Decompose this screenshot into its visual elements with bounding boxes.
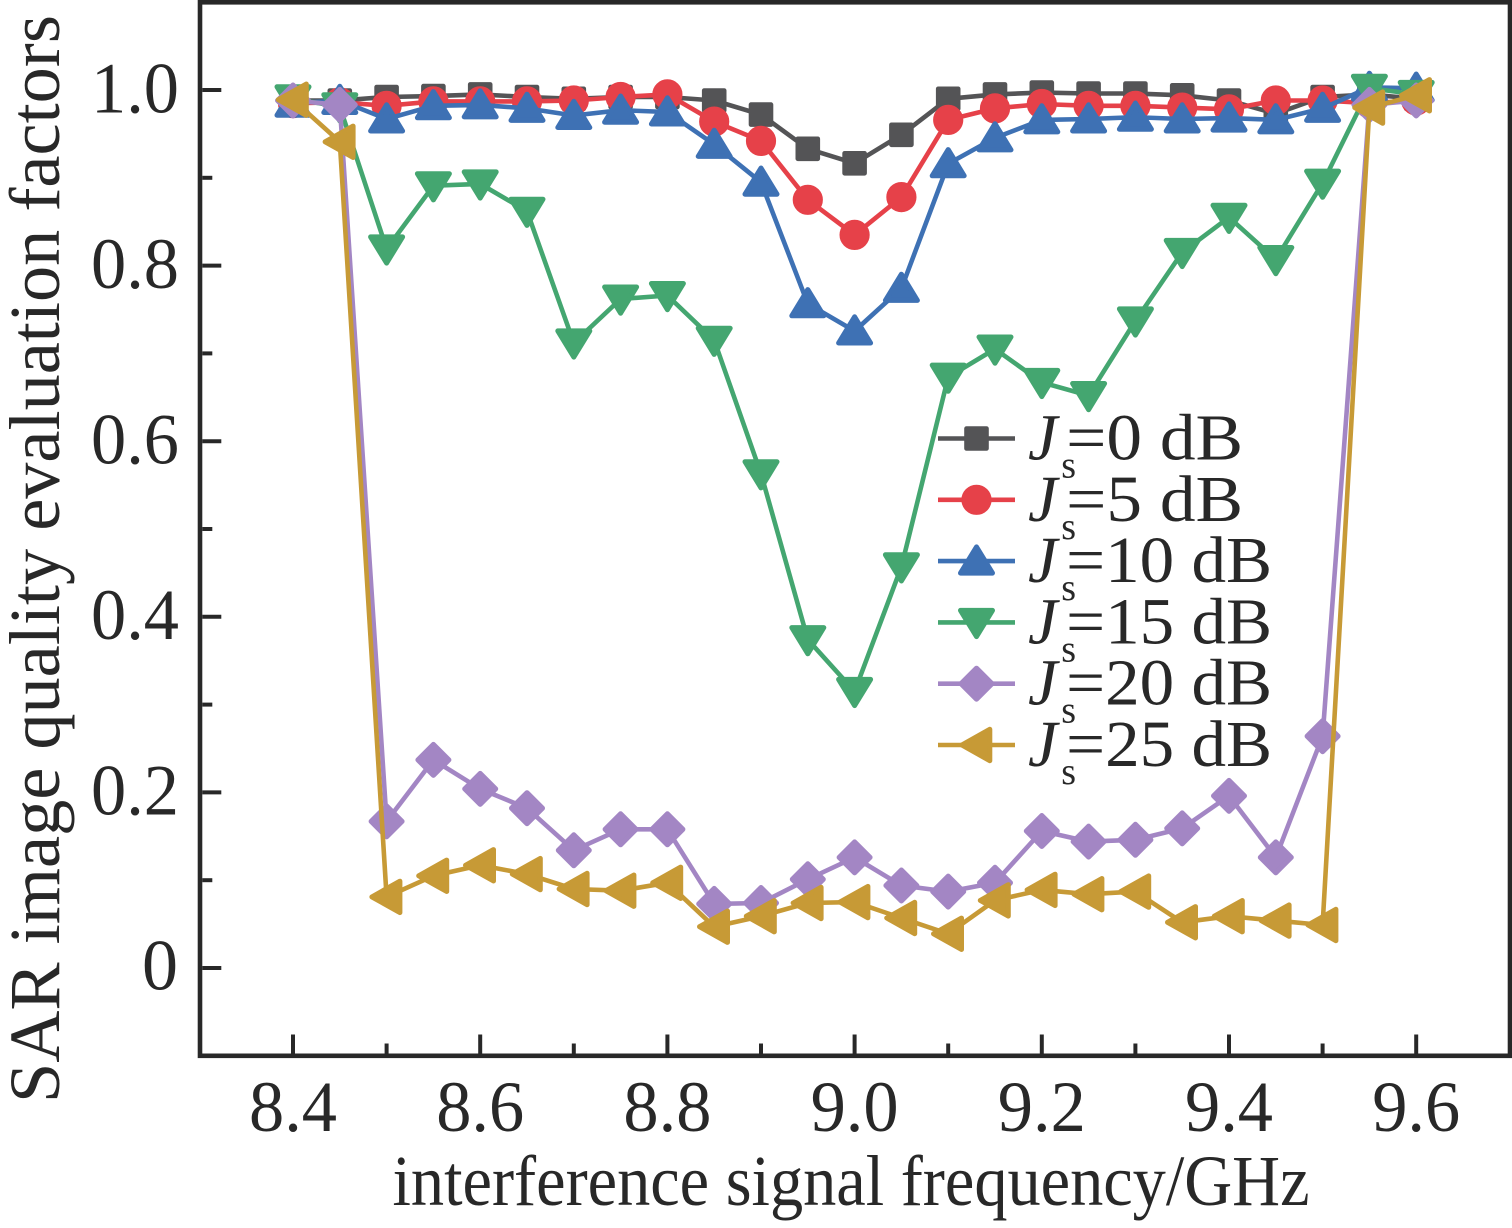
svg-text:9.6: 9.6 — [1372, 1067, 1460, 1147]
svg-text:8.4: 8.4 — [249, 1067, 337, 1147]
svg-text:0: 0 — [142, 926, 178, 1006]
svg-text:Js=0 dB: Js=0 dB — [1028, 402, 1243, 487]
svg-text:8.8: 8.8 — [623, 1067, 711, 1147]
svg-text:Js=10 dB: Js=10 dB — [1028, 524, 1272, 609]
svg-text:Js=15 dB: Js=15 dB — [1028, 585, 1272, 670]
svg-text:SAR image quality evaluation f: SAR image quality evaluation factors — [0, 15, 75, 1103]
svg-text:9.4: 9.4 — [1185, 1067, 1273, 1147]
svg-text:0.6: 0.6 — [91, 400, 179, 480]
svg-text:0.8: 0.8 — [91, 224, 179, 304]
svg-text:Js=20 dB: Js=20 dB — [1028, 647, 1272, 732]
svg-text:8.6: 8.6 — [436, 1067, 524, 1147]
svg-text:9.0: 9.0 — [811, 1067, 899, 1147]
svg-text:0.4: 0.4 — [91, 575, 179, 655]
svg-text:0.2: 0.2 — [91, 751, 179, 831]
svg-text:9.2: 9.2 — [998, 1067, 1086, 1147]
svg-text:1.0: 1.0 — [91, 48, 179, 128]
svg-text:interference signal frequency/: interference signal frequency/GHz — [393, 1141, 1310, 1221]
svg-text:Js=25 dB: Js=25 dB — [1028, 708, 1272, 793]
svg-text:Js=5 dB: Js=5 dB — [1028, 463, 1243, 548]
